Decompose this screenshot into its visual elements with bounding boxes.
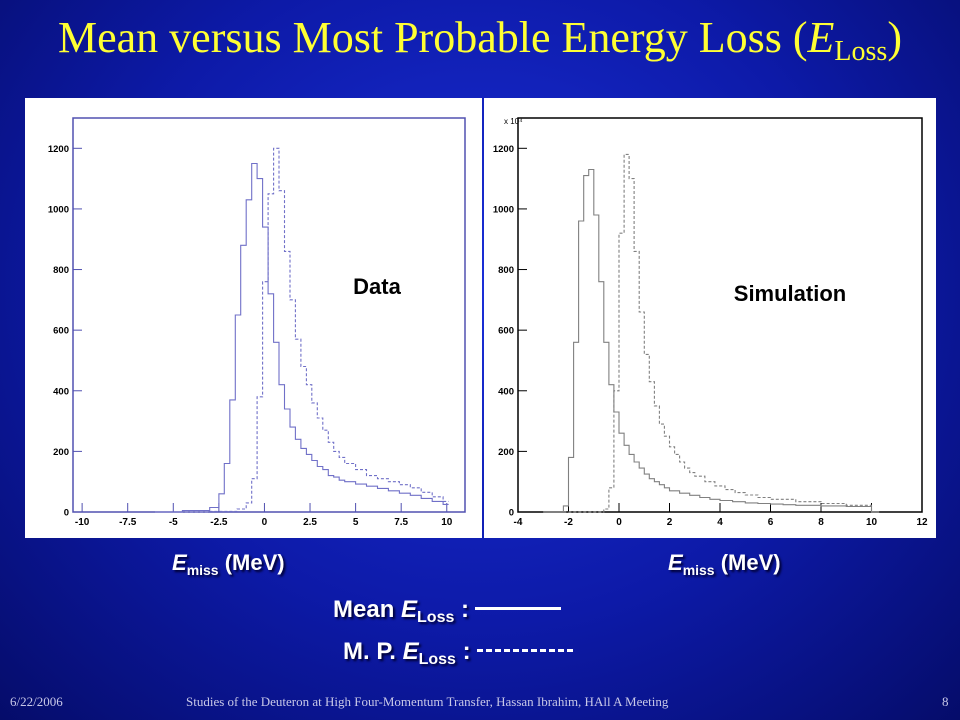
simulation-x-tick-label: -2 xyxy=(564,517,573,528)
simulation-x-tick-label: 12 xyxy=(916,517,928,528)
simulation-histogram-chart: 0 200 400 600 800 1000 1200 -4 -2 0 2 4 6 8 10 12 x 10⁴ S… xyxy=(493,117,928,528)
footer-date: 6/22/2006 xyxy=(10,694,63,709)
data-x-tick-label: 5 xyxy=(353,517,359,528)
simulation-y-tick-label: 800 xyxy=(498,265,514,276)
data-series-solid xyxy=(155,162,449,513)
simulation-series-dashed xyxy=(543,153,880,513)
simulation-y-tick-label: 400 xyxy=(498,386,514,397)
data-y-tick-label: 800 xyxy=(53,265,69,276)
legend-most-probable-eloss: M. P. ELoss : xyxy=(343,638,573,669)
data-x-tick-label: 7.5 xyxy=(394,517,408,528)
simulation-y-tick-label: 0 xyxy=(509,508,514,519)
simulation-x-tick-label: 10 xyxy=(866,517,878,528)
solid-line-swatch xyxy=(475,607,562,610)
simulation-x-tick-label: 0 xyxy=(616,517,622,528)
simulation-y-multiplier: x 10⁴ xyxy=(504,117,523,126)
legend-mean-eloss: Mean ELoss : xyxy=(333,596,562,627)
data-x-axis-label: Emiss (MeV) xyxy=(172,550,285,578)
simulation-panel-label: Simulation xyxy=(734,281,846,306)
data-y-tick-label: 600 xyxy=(53,326,69,337)
data-x-tick-label: 10 xyxy=(441,517,453,528)
simulation-x-tick-label: 6 xyxy=(768,517,774,528)
simulation-x-tick-label: 4 xyxy=(717,517,723,528)
simulation-y-tick-label: 1000 xyxy=(493,204,514,215)
simulation-y-tick-label: 200 xyxy=(498,447,514,458)
data-series-dashed xyxy=(155,147,449,513)
data-x-tick-label: -7.5 xyxy=(119,517,137,528)
data-panel-label: Data xyxy=(353,274,401,299)
data-histogram-panel: 0 200 400 600 800 1000 1200 -10 -7.5 -5 -2.5 0 2.5 5 7… xyxy=(25,98,482,538)
data-y-tick-label: 400 xyxy=(53,386,69,397)
dashed-line-swatch xyxy=(476,649,573,652)
data-x-tick-label: -5 xyxy=(169,517,178,528)
data-x-tick-label: -2.5 xyxy=(210,517,228,528)
slide-title: Mean versus Most Probable Energy Loss (E… xyxy=(58,13,902,67)
data-x-tick-label: 2.5 xyxy=(303,517,317,528)
data-y-tick-label: 0 xyxy=(64,508,69,519)
data-x-tick-label: -10 xyxy=(75,517,90,528)
simulation-y-tick-label: 600 xyxy=(498,326,514,337)
simulation-x-tick-label: 8 xyxy=(818,517,824,528)
simulation-histogram-panel: 0 200 400 600 800 1000 1200 -4 -2 0 2 4 6 8 10 12 x 10⁴ S… xyxy=(484,98,936,538)
simulation-series-solid xyxy=(543,168,880,513)
simulation-x-tick-label: 2 xyxy=(667,517,673,528)
data-x-tick-label: 0 xyxy=(262,517,268,528)
footer-page-number: 8 xyxy=(942,694,949,709)
simulation-y-tick-label: 1200 xyxy=(493,144,514,155)
data-y-tick-label: 1000 xyxy=(48,204,69,215)
simulation-x-tick-label: -4 xyxy=(514,517,523,528)
data-histogram-chart: 0 200 400 600 800 1000 1200 -10 -7.5 -5 -2.5 0 2.5 5 7… xyxy=(48,117,466,528)
data-y-tick-label: 1200 xyxy=(48,144,69,155)
data-plot-frame xyxy=(72,117,466,513)
simulation-x-axis-label: Emiss (MeV) xyxy=(668,550,781,578)
footer-caption: Studies of the Deuteron at High Four-Mom… xyxy=(186,694,669,709)
data-y-tick-label: 200 xyxy=(53,447,69,458)
